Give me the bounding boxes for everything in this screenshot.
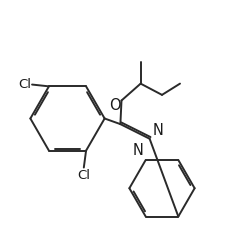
Text: N: N — [133, 143, 144, 158]
Text: N: N — [153, 123, 164, 138]
Text: Cl: Cl — [18, 78, 31, 91]
Text: Cl: Cl — [77, 169, 90, 182]
Text: O: O — [109, 98, 120, 113]
